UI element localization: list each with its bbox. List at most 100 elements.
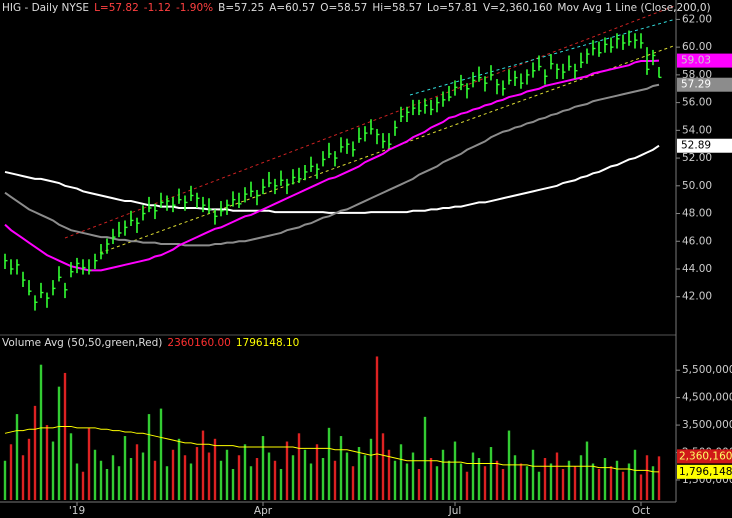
volume-bar (489, 447, 493, 500)
x-tick-label: Oct (632, 505, 650, 517)
volume-bar (243, 444, 247, 500)
volume-bar (417, 468, 421, 500)
volume-bar (117, 466, 121, 500)
volume-bar (579, 455, 583, 500)
last-value-label: 52.89 (681, 140, 711, 152)
volume-bar (573, 466, 577, 500)
volume-bar (45, 425, 49, 500)
last-value-box (677, 449, 732, 464)
volume-bar (441, 449, 445, 500)
volume-bar (141, 452, 145, 500)
volume-bar (255, 458, 259, 500)
volume-bar (393, 460, 397, 500)
volume-bar (237, 455, 241, 500)
volume-bar (657, 456, 661, 500)
volume-bar (135, 444, 139, 500)
volume-bar (411, 452, 415, 500)
volume-bar (171, 449, 175, 500)
header-item: Hi=58.57 (372, 2, 423, 14)
volume-legend: Volume Avg (50,50,green,Red) 2360160.00 17… (2, 336, 304, 350)
volume-bar (225, 449, 229, 500)
moving-average (4, 83, 660, 247)
volume-bar (453, 441, 457, 500)
volume-avg: 1796148.10 (235, 337, 300, 349)
volume-bar (525, 466, 529, 500)
volume-bar (375, 356, 379, 500)
y-tick-label: 52.00 (682, 152, 712, 164)
volume-bar (213, 438, 217, 500)
volume-bar (645, 455, 649, 500)
volume-bar (9, 444, 13, 500)
volume-bar (363, 455, 367, 500)
volume-bar (633, 449, 637, 500)
volume-bar (603, 458, 607, 500)
volume-tick-label: 5,500,000 (682, 364, 732, 376)
volume-bar (357, 447, 361, 500)
moving-average (4, 144, 660, 214)
volume-bar (165, 466, 169, 500)
volume-bar (3, 460, 7, 500)
y-tick-label: 46.00 (682, 235, 712, 247)
last-value-box (677, 138, 732, 153)
x-tick-label: Jul (448, 505, 462, 517)
volume-bar (621, 471, 625, 500)
last-value-label: 1,796,148 (679, 466, 732, 478)
volume-bar (195, 447, 199, 500)
volume-bar (315, 444, 319, 500)
header-item: A=60.57 (269, 2, 316, 14)
volume-bar (291, 455, 295, 500)
last-value-label: 2,360,160 (679, 450, 732, 462)
volume-bar (99, 460, 103, 500)
volume-bar (483, 466, 487, 500)
volume-bar (471, 452, 475, 500)
y-tick-label: 56.00 (682, 97, 712, 109)
volume-bar (27, 438, 31, 500)
y-tick-label: 54.00 (682, 124, 712, 136)
header-item: Mov Avg 1 Line (Close,200,0) (557, 2, 711, 14)
header-item: L=57.82 (94, 2, 139, 14)
volume-bar (279, 468, 283, 500)
volume-bar (447, 460, 451, 500)
volume-bar (597, 468, 601, 500)
last-value-label: 59.03 (681, 55, 711, 67)
volume-bar (39, 364, 43, 500)
volume-bar (189, 463, 193, 500)
volume-bar (609, 466, 613, 500)
volume-bar (591, 463, 595, 500)
volume-bar (567, 460, 571, 500)
volume-bar (459, 463, 463, 500)
volume-bar (273, 460, 277, 500)
volume-bar (423, 416, 427, 500)
y-tick-label: 50.00 (682, 180, 712, 192)
mid-channel (409, 18, 676, 96)
volume-bar (537, 471, 541, 500)
volume-bar (51, 441, 55, 500)
volume-bar (549, 463, 553, 500)
x-tick-label: Apr (254, 505, 273, 517)
volume-bar (501, 468, 505, 500)
header-item: Lo=57.81 (427, 2, 478, 14)
volume-tick-label: 3,500,000 (682, 419, 732, 431)
volume-bar (477, 458, 481, 500)
volume-bar (261, 436, 265, 500)
header: HIG - Daily NYSE L=57.82 -1.12 -1.90% B=57.2… (2, 1, 716, 15)
volume-bar (207, 452, 211, 500)
volume-bar (267, 452, 271, 500)
volume-bar (339, 436, 343, 500)
volume-bar (219, 460, 223, 500)
volume-bar (159, 408, 163, 500)
y-tick-label: 42.00 (682, 291, 712, 303)
moving-average (4, 59, 660, 272)
volume-value: 2360160.00 (167, 337, 231, 349)
volume-bar (351, 466, 355, 500)
volume-bar (381, 433, 385, 500)
volume-bar (249, 466, 253, 500)
volume-bar (429, 458, 433, 500)
header-item: B=57.25 (218, 2, 265, 14)
volume-bar (75, 463, 79, 500)
last-value-box (677, 77, 732, 92)
volume-bar (177, 438, 181, 500)
volume-bar (123, 436, 127, 500)
trend-lines (64, 4, 676, 254)
